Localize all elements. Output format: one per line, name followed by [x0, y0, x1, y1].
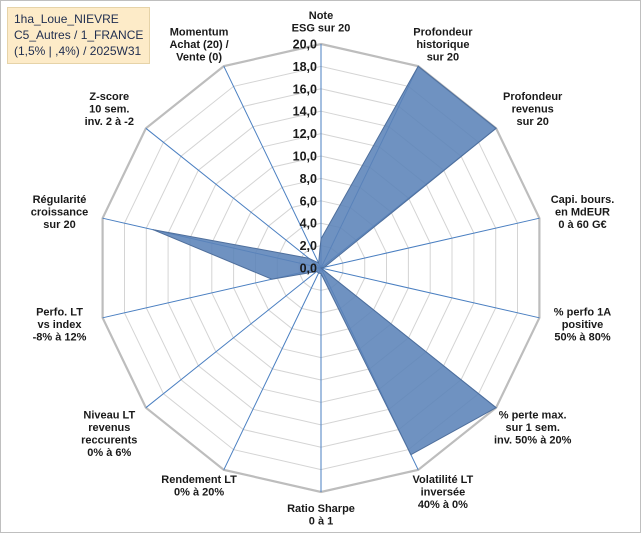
axis-label-line: inv. 50% à 20%: [494, 435, 572, 447]
tick-label: 2,0: [300, 239, 317, 253]
axis-label: % perfo 1A positive 50% à 80%: [554, 307, 612, 344]
axis-label-line: -8% à 12%: [33, 332, 87, 344]
axis-label-line: 50% à 80%: [554, 332, 610, 344]
axis-label: Momentum Achat (20) / Vente (0): [169, 27, 228, 64]
axis-label-line: croissance: [31, 207, 88, 219]
axis-label: Perfo. LT vs index -8% à 12%: [33, 307, 87, 344]
axis-label-line: revenus: [88, 422, 130, 434]
series-area: [152, 65, 497, 456]
info-line-1: 1ha_Loue_NIEVRE: [14, 12, 119, 26]
axis-spoke: [320, 217, 540, 269]
axis-spoke: [145, 267, 322, 409]
axis-label-line: 40% à 0%: [418, 499, 468, 511]
axis-label-line: % perfo 1A: [554, 307, 612, 319]
axis-label-line: Niveau LT: [83, 410, 135, 422]
axis-label-line: vs index: [37, 319, 82, 331]
axis-label-line: Profondeur: [503, 91, 563, 103]
radar-axis-labels: Note ESG sur 20 Profondeur historique sur 20…: [31, 10, 615, 528]
axis-label-line: sur 20: [43, 219, 75, 231]
tick-label: 8,0: [300, 172, 317, 186]
axis-label-line: 0% à 20%: [174, 487, 224, 499]
tick-label: 0,0: [300, 262, 317, 276]
axis-label-line: 0 à 1: [309, 516, 333, 528]
tick-label: 4,0: [300, 217, 317, 231]
axis-label-line: sur 20: [427, 52, 459, 64]
axis-label-line: inv. 2 à -2: [85, 116, 134, 128]
info-line-2: C5_Autres / 1_FRANCE: [14, 28, 144, 42]
axis-label-line: % perte max.: [499, 410, 567, 422]
tick-label: 20,0: [293, 38, 317, 52]
tick-label: 18,0: [293, 60, 317, 74]
axis-label: Z-score 10 sem. inv. 2 à -2: [85, 91, 134, 128]
axis-spoke: [320, 267, 540, 319]
axis-label-line: Rendement LT: [161, 474, 237, 486]
axis-label-line: reccurents: [81, 435, 137, 447]
axis-label-line: Perfo. LT: [36, 307, 83, 319]
axis-label: Volatilité LT inversée 40% à 0%: [413, 474, 474, 511]
axis-label-line: Momentum: [170, 27, 229, 39]
radar-series: [152, 65, 497, 456]
axis-label-line: Volatilité LT: [413, 474, 474, 486]
axis-label: Profondeur revenus sur 20: [503, 91, 563, 128]
axis-label: Capi. bours. en MdEUR 0 à 60 G€: [551, 194, 615, 231]
axis-label-line: sur 1 sem.: [505, 422, 559, 434]
axis-label: Régularité croissance sur 20: [31, 194, 88, 231]
axis-label-line: Capi. bours.: [551, 194, 615, 206]
axis-label-line: sur 20: [516, 116, 548, 128]
tick-label: 12,0: [293, 127, 317, 141]
info-box: 1ha_Loue_NIEVRE C5_Autres / 1_FRANCE (1,…: [7, 7, 151, 64]
axis-label: Niveau LT revenus reccurents 0% à 6%: [81, 410, 137, 460]
axis-spoke: [223, 267, 322, 471]
axis-label-line: Ratio Sharpe: [287, 503, 355, 515]
tick-label: 14,0: [293, 105, 317, 119]
axis-label: Profondeur historique sur 20: [413, 27, 473, 64]
axis-label: Note ESG sur 20: [292, 10, 351, 35]
axis-label-line: Achat (20) /: [169, 39, 228, 51]
axis-label: Rendement LT 0% à 20%: [161, 474, 237, 499]
axis-label-line: positive: [562, 319, 604, 331]
axis-label-line: Vente (0): [176, 52, 222, 64]
axis-label-line: revenus: [512, 103, 554, 115]
axis-label-line: 0% à 6%: [87, 447, 131, 459]
axis-label-line: ESG sur 20: [292, 23, 351, 35]
axis-label-line: 10 sem.: [89, 103, 129, 115]
axis-label-line: Note: [309, 10, 333, 22]
axis-spoke: [223, 65, 322, 269]
axis-label-line: Profondeur: [413, 27, 473, 39]
info-line-3: (1,5% | ,4%) / 2025W31: [14, 44, 142, 58]
axis-spoke: [145, 127, 322, 269]
radar-tick-labels: 0,0 2,0 4,0 6,0 8,0 10,0 12,0 14,0 16,0 18,0 20,0: [293, 38, 317, 276]
axis-label-line: inversée: [421, 487, 466, 499]
axis-label-line: historique: [416, 39, 469, 51]
axis-label: Ratio Sharpe 0 à 1: [287, 503, 355, 528]
axis-label: % perte max. sur 1 sem. inv. 50% à 20%: [494, 410, 572, 447]
axis-label-line: en MdEUR: [555, 207, 610, 219]
axis-label-line: Z-score: [89, 91, 129, 103]
axis-label-line: 0 à 60 G€: [558, 219, 606, 231]
axis-label-line: Régularité: [33, 194, 87, 206]
tick-label: 10,0: [293, 150, 317, 164]
tick-label: 6,0: [300, 194, 317, 208]
tick-label: 16,0: [293, 82, 317, 96]
